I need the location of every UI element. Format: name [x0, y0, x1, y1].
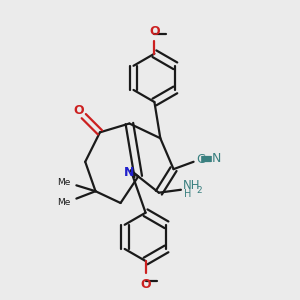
Text: NH: NH: [183, 179, 200, 192]
Text: Me: Me: [57, 178, 70, 187]
Text: 2: 2: [196, 186, 202, 195]
Text: C: C: [196, 153, 205, 166]
Text: Me: Me: [57, 198, 70, 207]
Text: N: N: [124, 166, 135, 178]
Text: O: O: [140, 278, 151, 291]
Text: N: N: [212, 152, 221, 165]
Text: H: H: [184, 189, 191, 199]
Text: O: O: [73, 104, 84, 117]
Text: O: O: [149, 25, 160, 38]
